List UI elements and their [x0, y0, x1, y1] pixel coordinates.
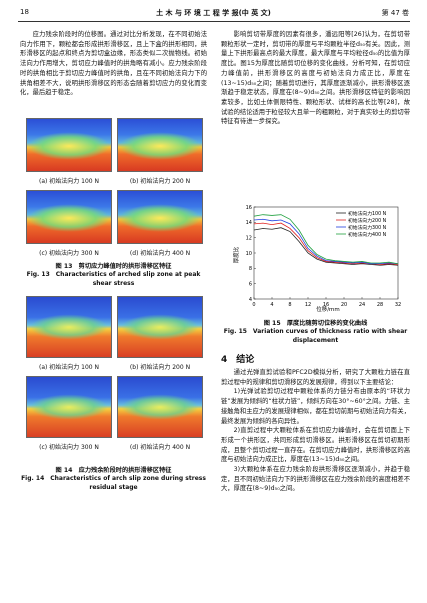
- legend-label: 初始法向力200 N: [348, 217, 387, 224]
- y-tick-label: 8: [249, 266, 252, 272]
- simulation-image: [26, 296, 112, 358]
- figure-caption: 图 13 剪切应力峰值时的拱形滑移区特征: [55, 263, 172, 270]
- panel-caption: (b) 初始法向力 200 N: [129, 178, 191, 185]
- y-axis-label: 厚度比: [232, 246, 240, 263]
- volume: 第 47 卷: [381, 9, 409, 17]
- simulation-image: [117, 118, 203, 172]
- series-line: [253, 214, 399, 265]
- paragraph: 1)光弹试验剪切过程中颗粒体系的力链分布由原本的“环状力链”发展为倾斜的“柱状力…: [221, 388, 410, 425]
- x-tick-label: 20: [341, 302, 347, 308]
- paragraph: 影响剪切带厚度的因素有很多，潘远阳等[26]认为，在剪切带颗粒形状一定时，剪切带…: [221, 31, 410, 126]
- paragraph: 通过光弹直剪试验和PFC2D模拟分析，研究了大颗粒力链在直剪过程中的规律和剪切滑…: [221, 369, 410, 386]
- y-tick-label: 6: [249, 281, 252, 287]
- y-tick-label: 14: [246, 220, 252, 226]
- simulation-image: [117, 190, 203, 244]
- simulation-image: [117, 296, 203, 358]
- figure-caption-en: Fig. 13 Characteristics of arched slip z…: [26, 271, 201, 287]
- legend-label: 初始法向力100 N: [348, 210, 387, 217]
- y-tick-label: 4: [249, 297, 252, 303]
- panel-caption: (d) 初始法向力 400 N: [129, 444, 191, 451]
- x-tick-label: 8: [288, 302, 291, 308]
- x-tick-label: 12: [305, 302, 311, 308]
- legend-label: 初始法向力400 N: [348, 231, 387, 238]
- figure-caption-en: Fig. 15 Variation curves of thickness ra…: [223, 328, 408, 344]
- simulation-image: [26, 190, 112, 244]
- figure-13: (a) 初始法向力 100 N (b) 初始法向力 200 N (c) 初始法向…: [20, 118, 207, 288]
- y-tick-label: 10: [246, 251, 252, 257]
- journal-title: 土 木 与 环 境 工 程 学 报(中 英 文): [156, 9, 271, 17]
- legend-label: 初始法向力300 N: [348, 224, 387, 231]
- y-tick-label: 12: [246, 235, 252, 241]
- figure-caption: 图 15 厚度比随剪切位移的变化曲线: [263, 320, 368, 327]
- x-tick-label: 0: [252, 302, 255, 308]
- x-tick-label: 32: [395, 302, 401, 308]
- figure-caption: 图 14 应力残余阶段时的拱形滑移区特征: [55, 467, 172, 474]
- paragraph: 应力残余阶段时的位移图。通过对比分析发现，在不同初始法向力作用下，颗粒都会形成拱…: [20, 31, 207, 97]
- figure-caption-en: Fig. 14 Characteristics of arch slip zon…: [21, 475, 206, 491]
- panel-caption: (d) 初始法向力 400 N: [129, 250, 191, 257]
- y-tick-label: 16: [246, 205, 252, 211]
- section-body: 通过光弹直剪试验和PFC2D模拟分析，研究了大颗粒力链在直剪过程中的规律和剪切滑…: [221, 368, 410, 494]
- panel-caption: (b) 初始法向力 200 N: [129, 364, 191, 371]
- x-tick-label: 28: [377, 302, 383, 308]
- panel-caption: (c) 初始法向力 300 N: [39, 444, 99, 451]
- x-tick-label: 24: [359, 302, 365, 308]
- panel-caption: (c) 初始法向力 300 N: [39, 250, 99, 257]
- x-tick-label: 16: [323, 302, 329, 308]
- simulation-image: [26, 118, 112, 172]
- simulation-image: [26, 376, 112, 438]
- header-rule: [18, 21, 410, 22]
- panel-caption: (a) 初始法向力 100 N: [38, 178, 100, 185]
- paragraph: 2)直剪过程中大颗粒体系在剪切应力峰值时，会在剪切面上下形成一个拱形区，共同形成…: [221, 427, 410, 464]
- paragraph: 3)大颗粒体系在应力残余阶段拱形滑移区逐渐减小，并趋于稳定，且不同初始法向力下的…: [221, 466, 410, 493]
- x-tick-label: 4: [270, 302, 273, 308]
- x-axis-label: 位移/mm: [316, 305, 340, 313]
- figure-14: (a) 初始法向力 100 N (b) 初始法向力 200 N (c) 初始法向…: [20, 296, 207, 506]
- series-line: [253, 227, 399, 266]
- section-heading: 4 结论: [221, 355, 255, 365]
- series-line: [253, 218, 399, 265]
- simulation-image: [117, 376, 203, 438]
- page-number: 18: [20, 8, 29, 16]
- panel-caption: (a) 初始法向力 100 N: [38, 364, 100, 371]
